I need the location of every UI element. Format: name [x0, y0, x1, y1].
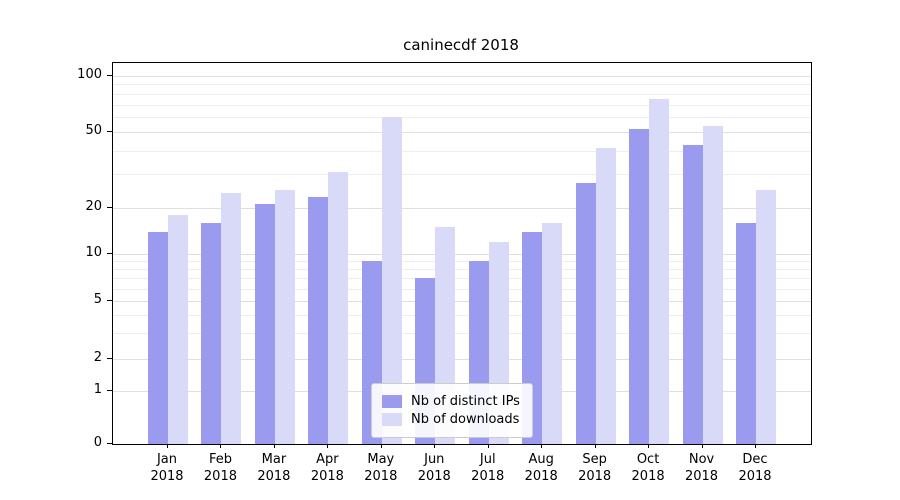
y-tick-label: 1 — [93, 382, 102, 398]
bar-downloads — [168, 215, 188, 444]
gridline — [113, 278, 811, 280]
gridline — [113, 117, 811, 119]
x-tick-label: Oct 2018 — [631, 452, 665, 484]
bar-distinct-ips — [629, 128, 650, 444]
legend-item-downloads: Nb of downloads — [382, 412, 520, 427]
gridline — [113, 208, 811, 210]
x-tick-mark — [273, 444, 275, 448]
x-tick-label: Nov 2018 — [684, 452, 719, 484]
bar-distinct-ips — [682, 144, 703, 444]
x-tick-label: Apr 2018 — [310, 452, 344, 484]
gridline — [113, 93, 811, 95]
gridline — [113, 359, 811, 361]
legend-label-distinct-ips: Nb of distinct IPs — [411, 394, 520, 409]
legend-swatch-downloads-icon — [382, 413, 402, 426]
y-tick-mark — [107, 207, 112, 209]
plot-area: Nb of distinct IPs Nb of downloads — [112, 62, 812, 445]
legend-swatch-distinct-ips-icon — [382, 395, 402, 408]
x-tick-label: May 2018 — [364, 452, 398, 484]
bar-distinct-ips — [736, 222, 756, 444]
gridline — [113, 288, 811, 290]
bar-distinct-ips — [148, 231, 168, 444]
y-tick-label: 5 — [93, 292, 102, 308]
bar-downloads — [542, 222, 563, 444]
x-tick-mark — [220, 444, 222, 448]
x-tick-mark — [327, 444, 329, 448]
y-tick-label: 20 — [85, 199, 102, 215]
gridline — [113, 315, 811, 317]
legend: Nb of distinct IPs Nb of downloads — [371, 383, 533, 438]
gridline — [113, 253, 811, 255]
y-tick-mark — [107, 74, 112, 76]
bar-downloads — [381, 117, 402, 444]
y-tick-mark — [107, 300, 112, 302]
x-tick-label: Dec 2018 — [738, 452, 772, 484]
y-tick-label: 2 — [93, 350, 102, 366]
legend-label-downloads: Nb of downloads — [411, 412, 520, 427]
y-tick-mark — [107, 252, 112, 254]
x-tick-mark — [541, 444, 543, 448]
y-tick-label: 50 — [85, 122, 102, 138]
gridline — [113, 104, 811, 106]
x-tick-mark — [167, 444, 168, 448]
x-tick-label: Jul 2018 — [471, 452, 505, 484]
x-tick-label: Mar 2018 — [257, 452, 291, 484]
y-tick-label: 0 — [93, 435, 102, 450]
x-tick-mark — [701, 444, 703, 448]
gridline — [113, 174, 811, 176]
x-tick-label: Aug 2018 — [524, 452, 558, 484]
x-tick-mark — [755, 444, 756, 448]
y-tick-label: 100 — [77, 66, 102, 82]
bar-downloads — [595, 148, 616, 444]
x-tick-label: Jun 2018 — [417, 452, 451, 484]
gridline — [113, 131, 811, 133]
gridline — [113, 84, 811, 86]
x-tick-label: Feb 2018 — [203, 452, 237, 484]
bar-distinct-ips — [201, 222, 222, 444]
x-tick-mark — [434, 444, 436, 448]
gridline — [113, 269, 811, 271]
gridline — [113, 75, 811, 77]
bar-downloads — [756, 189, 776, 444]
y-tick-mark — [107, 443, 112, 444]
chart-title: caninecdf 2018 — [403, 36, 519, 54]
x-tick-mark — [487, 444, 489, 448]
gridline — [113, 261, 811, 263]
legend-item-distinct-ips: Nb of distinct IPs — [382, 394, 520, 409]
gridline — [113, 301, 811, 303]
bar-downloads — [221, 193, 242, 444]
x-tick-mark — [594, 444, 596, 448]
x-tick-mark — [380, 444, 382, 448]
x-tick-mark — [648, 444, 650, 448]
x-tick-label: Jan 2018 — [150, 452, 184, 484]
x-tick-label: Sep 2018 — [578, 452, 612, 484]
y-tick-mark — [107, 130, 112, 132]
y-tick-mark — [107, 390, 112, 392]
bar-downloads — [702, 125, 723, 444]
bar-downloads — [649, 99, 670, 444]
y-tick-label: 10 — [85, 244, 102, 260]
bar-distinct-ips — [308, 196, 329, 444]
bar-distinct-ips — [254, 204, 275, 444]
bar-distinct-ips — [575, 183, 596, 444]
gridline — [113, 150, 811, 152]
bar-downloads — [328, 171, 349, 444]
y-tick-mark — [107, 358, 112, 360]
gridline — [113, 333, 811, 335]
bar-downloads — [274, 189, 295, 444]
